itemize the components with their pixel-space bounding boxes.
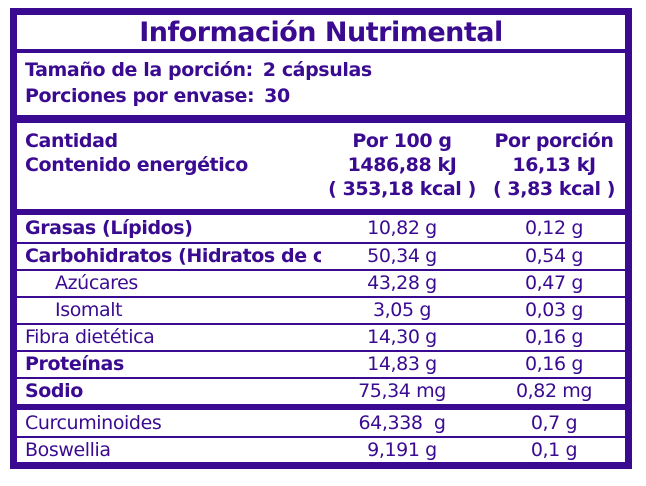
- row-label: Fibra dietética: [25, 326, 155, 348]
- servings-per-container-line: Porciones por envase: 30: [25, 83, 625, 109]
- per-portion-title: Por porción: [494, 130, 614, 152]
- header-amount-column: Cantidad Contenido energético: [17, 129, 321, 201]
- row-value-per100: 14,83 g: [367, 353, 437, 375]
- nutrient-rows-section: Grasas (Lípidos) 10,82 g 0,12 g Carbohid…: [17, 215, 625, 410]
- row-value-portion: 0,16 g: [524, 353, 583, 375]
- table-row: Azúcares 43,28 g 0,47 g: [17, 269, 625, 296]
- serving-size-label: Tamaño de la porción:: [25, 59, 253, 81]
- row-value-portion: 0,47 g: [524, 272, 583, 294]
- row-value-portion: 0,03 g: [524, 299, 583, 321]
- row-value-per100: 9,191 g: [367, 438, 437, 461]
- servings-per-container-label: Porciones por envase:: [25, 85, 255, 107]
- row-label: Azúcares: [55, 272, 138, 294]
- per-100g-kj: 1486,88 kJ: [347, 154, 457, 176]
- energy-label: Contenido energético: [25, 154, 248, 176]
- table-row: Curcuminoides 64,338 g 0,7 g: [17, 410, 625, 436]
- serving-size-line: Tamaño de la porción: 2 cápsulas: [25, 57, 625, 83]
- row-value-portion: 0,54 g: [524, 245, 583, 267]
- row-value-per100: 10,82 g: [367, 217, 437, 239]
- row-value-portion: 0,12 g: [524, 217, 583, 239]
- row-value-per100: 43,28 g: [367, 272, 437, 294]
- row-value-portion: 0,7 g: [530, 411, 578, 434]
- table-row: Sodio 75,34 mg 0,82 mg: [17, 377, 625, 404]
- per-100g-title: Por 100 g: [352, 130, 452, 152]
- row-value-portion: 0,1 g: [530, 438, 578, 461]
- table-row: Isomalt 3,05 g 0,03 g: [17, 296, 625, 323]
- amount-label: Cantidad: [25, 130, 118, 152]
- row-label: Curcuminoides: [25, 411, 162, 434]
- row-value-per100: 3,05 g: [372, 299, 431, 321]
- row-value-per100: 14,30 g: [367, 326, 437, 348]
- row-label: Proteínas: [25, 353, 124, 375]
- row-label: Grasas (Lípidos): [25, 217, 193, 239]
- serving-size-value: 2 cápsulas: [262, 59, 372, 81]
- per-100g-kcal: ( 353,18 kcal ): [328, 178, 476, 200]
- per-portion-kj: 16,13 kJ: [512, 154, 596, 176]
- title-section: Información Nutrimental: [17, 15, 625, 53]
- row-label: Boswellia: [25, 438, 111, 461]
- header-per-100g-column: Por 100 g 1486,88 kJ ( 353,18 kcal ): [321, 129, 483, 201]
- serving-section: Tamaño de la porción: 2 cápsulas Porcione…: [17, 53, 625, 123]
- nutrition-facts-panel: Información Nutrimental Tamaño de la por…: [10, 8, 632, 469]
- row-value-per100: 50,34 g: [367, 245, 437, 267]
- table-row: Proteínas 14,83 g 0,16 g: [17, 350, 625, 377]
- table-header: Cantidad Contenido energético Por 100 g …: [17, 123, 625, 215]
- row-value-portion: 0,82 mg: [515, 380, 593, 402]
- table-row: Grasas (Lípidos) 10,82 g 0,12 g: [17, 215, 625, 242]
- row-label: Carbohidratos (Hidratos de carbono): [25, 245, 321, 267]
- page-title: Información Nutrimental: [139, 16, 503, 48]
- table-row: Boswellia 9,191 g 0,1 g: [17, 436, 625, 462]
- extra-rows-section: Curcuminoides 64,338 g 0,7 g Boswellia 9…: [17, 410, 625, 462]
- table-row: Carbohidratos (Hidratos de carbono) 50,3…: [17, 242, 625, 269]
- row-value-portion: 0,16 g: [524, 326, 583, 348]
- row-value-per100: 75,34 mg: [358, 380, 446, 402]
- header-per-portion-column: Por porción 16,13 kJ ( 3,83 kcal ): [483, 129, 625, 201]
- per-portion-kcal: ( 3,83 kcal ): [492, 178, 616, 200]
- row-label: Sodio: [25, 380, 83, 402]
- row-label: Isomalt: [55, 299, 123, 321]
- row-value-per100: 64,338 g: [358, 411, 446, 434]
- servings-per-container-value: 30: [264, 85, 290, 107]
- table-row: Fibra dietética 14,30 g 0,16 g: [17, 323, 625, 350]
